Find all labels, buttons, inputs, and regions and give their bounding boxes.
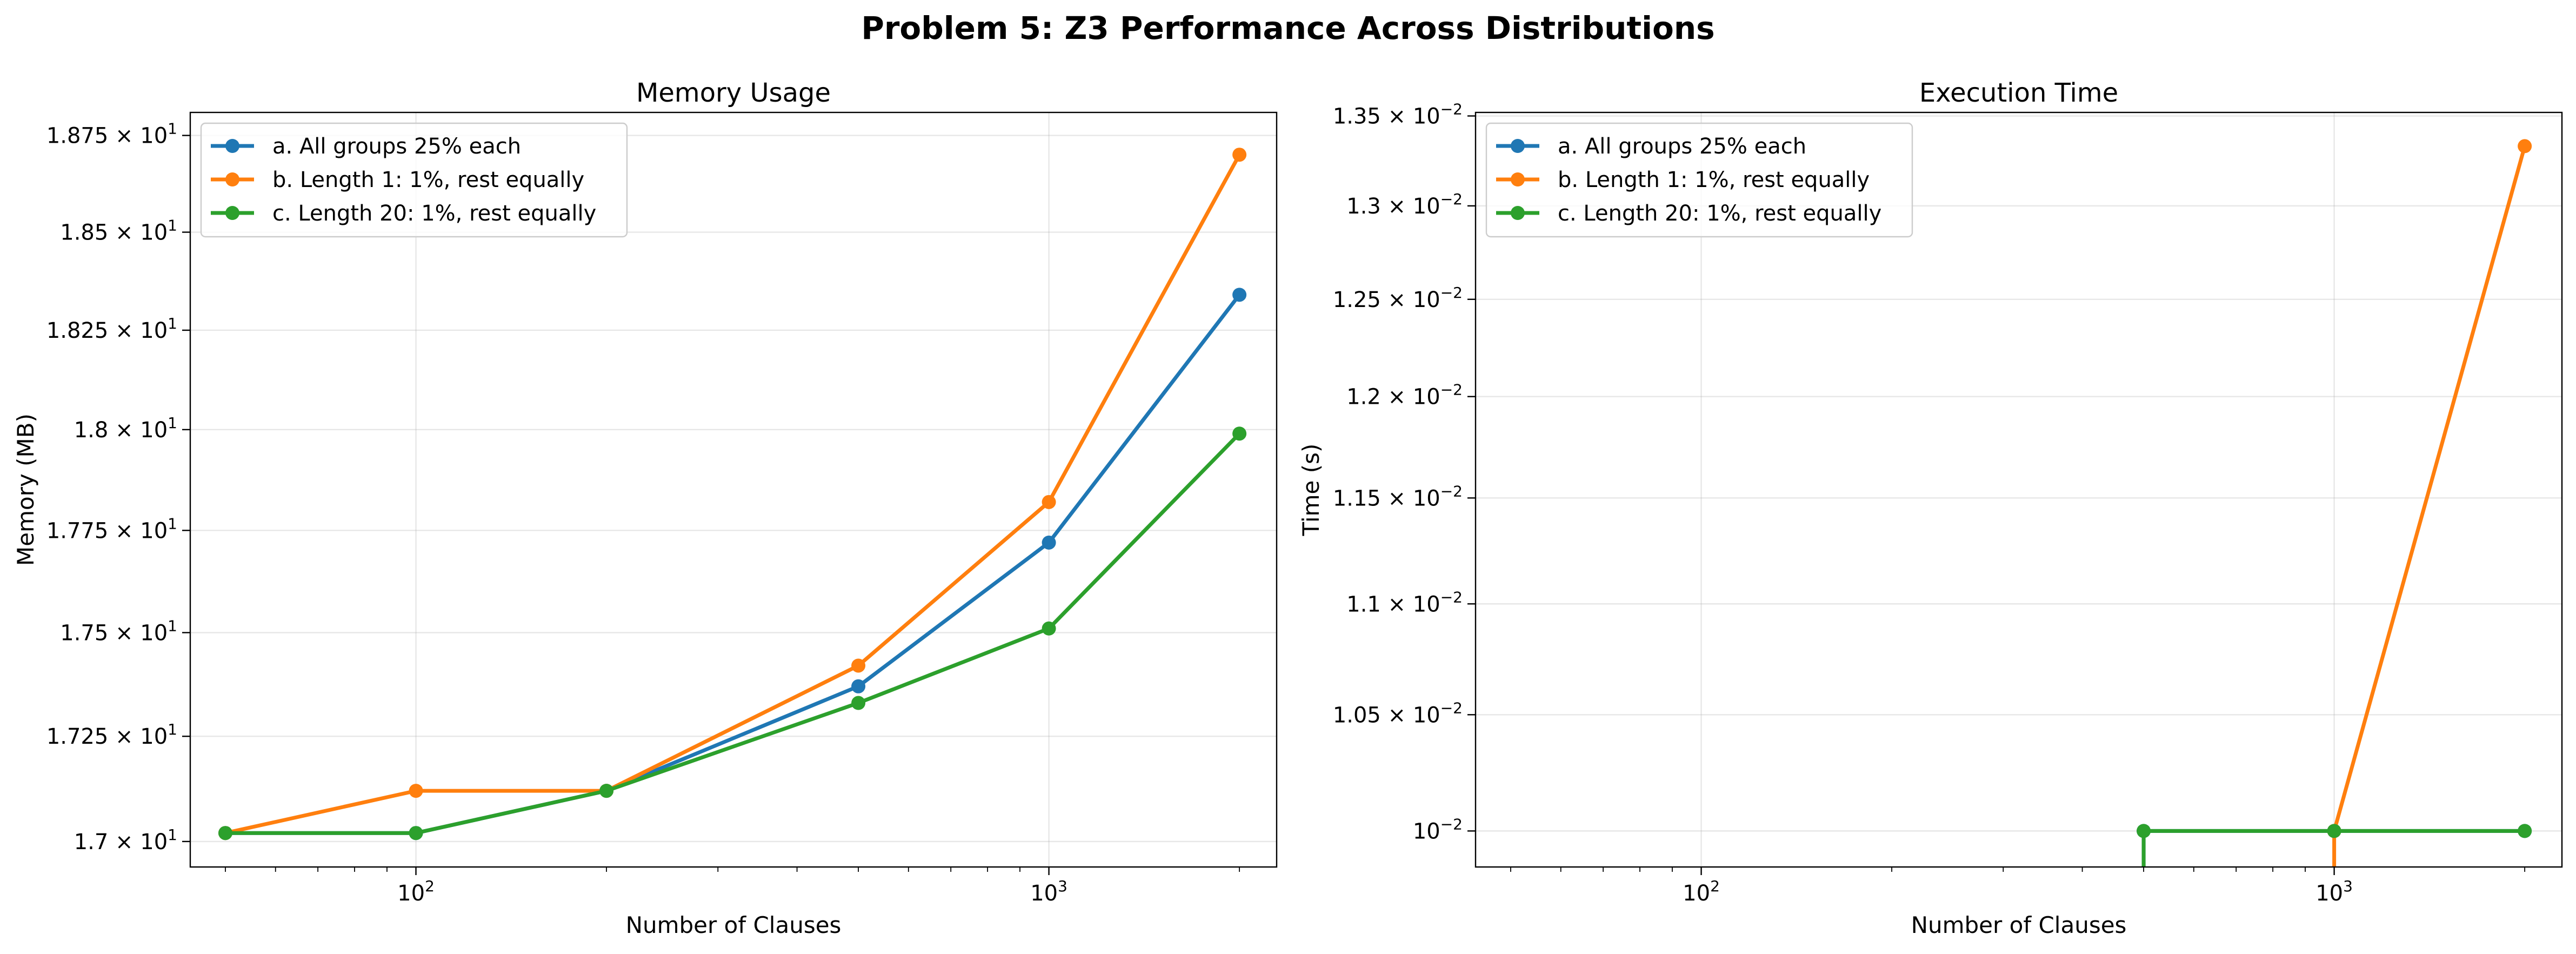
y-tick-label: 1.25 × 10−2 <box>1333 284 1463 312</box>
panel-title: Execution Time <box>1919 78 2118 108</box>
data-point <box>599 784 614 798</box>
plot-area <box>190 112 1277 867</box>
data-point <box>2518 824 2532 838</box>
series-layer <box>2137 139 2532 867</box>
legend-label: c. Length 20: 1%, rest equally <box>272 201 596 226</box>
legend-marker <box>1511 139 1525 153</box>
data-point <box>1232 288 1247 302</box>
data-point <box>2327 824 2341 838</box>
y-tick-label: 1.35 × 10−2 <box>1333 101 1463 129</box>
x-tick-label: 102 <box>1683 877 1720 906</box>
data-point <box>1042 621 1056 636</box>
y-tick-label: 1.75 × 101 <box>60 617 177 645</box>
x-axis-label: Number of Clauses <box>1911 912 2127 938</box>
y-tick-label: 1.15 × 10−2 <box>1333 482 1463 511</box>
data-point <box>851 658 866 673</box>
y-tick-label: 1.85 × 101 <box>60 217 177 245</box>
y-tick-label: 1.8 × 101 <box>74 414 177 443</box>
legend-label: b. Length 1: 1%, rest equally <box>272 168 584 192</box>
x-axis-label: Number of Clauses <box>626 912 842 938</box>
legend-marker <box>225 172 239 186</box>
legend-item: a. All groups 25% each <box>1496 134 1806 159</box>
x-tick-label: 103 <box>2315 877 2353 906</box>
legend-marker <box>1511 206 1525 220</box>
legend-marker <box>225 206 239 220</box>
y-tick-label: 1.05 × 10−2 <box>1333 699 1463 728</box>
legend-item: c. Length 20: 1%, rest equally <box>211 201 596 226</box>
execution-time-panel: 102 103 10−2 1.05 × 10−2 1.1 × 10−2 1.15 × 10… <box>1298 78 2563 938</box>
data-point <box>851 679 866 693</box>
legend-marker <box>1511 172 1525 186</box>
panel-title: Memory Usage <box>636 78 831 108</box>
y-axis-label: Memory (MB) <box>12 413 39 566</box>
legend-item: a. All groups 25% each <box>211 134 521 159</box>
data-point <box>1232 148 1247 162</box>
data-point <box>2518 139 2532 154</box>
legend-box <box>1485 122 1913 238</box>
legend-label: a. All groups 25% each <box>272 134 521 159</box>
data-point <box>1042 535 1056 550</box>
legend-item: c. Length 20: 1%, rest equally <box>1496 201 1881 226</box>
data-point <box>2137 824 2151 838</box>
y-tick-label: 1.725 × 101 <box>46 720 177 749</box>
data-point <box>851 696 866 710</box>
legend-item: b. Length 1: 1%, rest equally <box>211 168 584 192</box>
legend-label: b. Length 1: 1%, rest equally <box>1558 168 1870 192</box>
x-tick-label: 102 <box>397 877 435 906</box>
series-line-2 <box>225 154 1242 835</box>
y-tick-label: 1.7 × 101 <box>74 826 177 855</box>
y-tick-label: 1.2 × 10−2 <box>1346 381 1463 410</box>
plot-area <box>1476 112 2562 867</box>
data-point <box>409 826 423 840</box>
y-axis-label: Time (s) <box>1298 444 1324 537</box>
y-tick-label: 1.1 × 10−2 <box>1346 588 1463 617</box>
legend-item: b. Length 1: 1%, rest equally <box>1496 168 1870 192</box>
legend-marker <box>225 139 239 153</box>
series-line-3 <box>2141 829 2525 867</box>
figure-title: Problem 5: Z3 Performance Across Distrib… <box>861 10 1714 46</box>
data-point <box>409 784 423 798</box>
data-point <box>1042 495 1056 509</box>
y-tick-label: 10−2 <box>1413 815 1463 844</box>
legend-box <box>200 122 628 238</box>
memory-usage-panel: 102 103 1.7 × 101 1.725 × 101 1.75 × 101 1.77… <box>12 78 1278 938</box>
legend-label: c. Length 20: 1%, rest equally <box>1558 201 1881 226</box>
y-tick-label: 1.875 × 101 <box>46 120 177 149</box>
x-tick-label: 103 <box>1030 877 1067 906</box>
y-tick-label: 1.775 × 101 <box>46 515 177 543</box>
series-line-3 <box>225 432 1241 835</box>
data-point <box>1232 426 1247 441</box>
y-tick-label: 1.825 × 101 <box>46 315 177 343</box>
legend-label: a. All groups 25% each <box>1558 134 1806 159</box>
series-layer <box>218 148 1247 840</box>
axes-frame <box>189 111 1278 868</box>
y-tick-label: 1.3 × 10−2 <box>1346 190 1463 219</box>
axes-frame <box>1474 111 2563 868</box>
data-point <box>218 826 233 840</box>
